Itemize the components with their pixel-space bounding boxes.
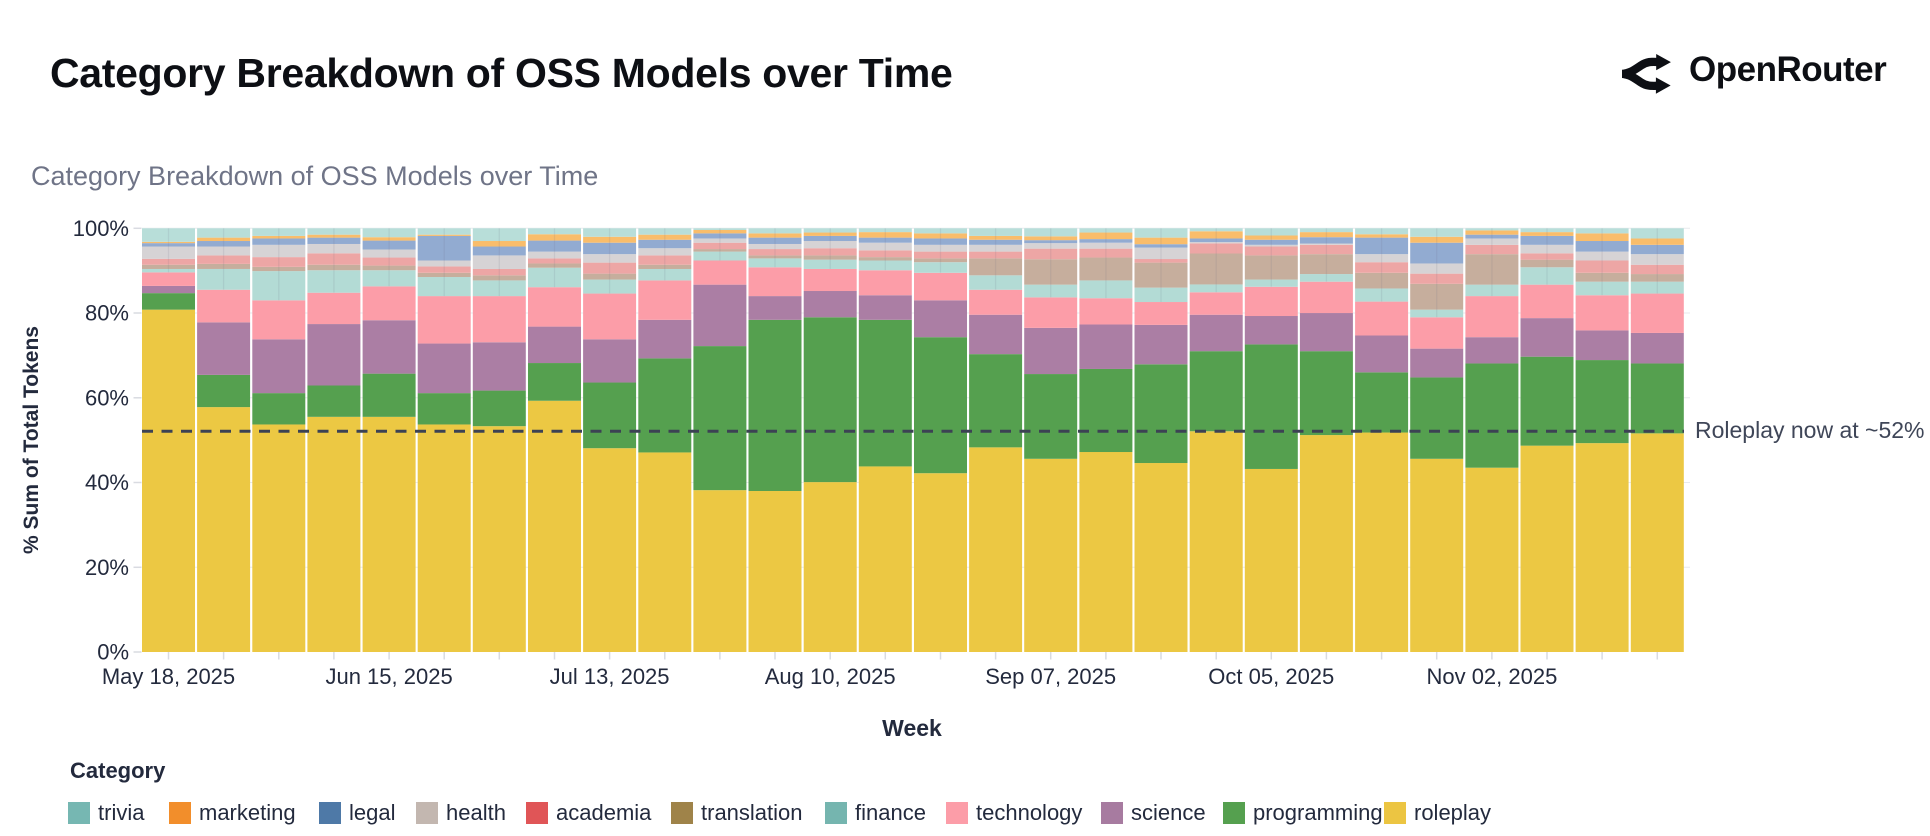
svg-text:Jun 15, 2025: Jun 15, 2025 (325, 664, 452, 689)
svg-text:marketing: marketing (199, 800, 296, 825)
svg-text:20%: 20% (85, 555, 129, 580)
svg-text:Aug 10, 2025: Aug 10, 2025 (765, 664, 896, 689)
svg-text:trivia: trivia (98, 800, 145, 825)
svg-text:finance: finance (855, 800, 926, 825)
svg-text:Category: Category (70, 758, 166, 783)
svg-text:Week: Week (882, 715, 942, 741)
svg-text:Nov 02, 2025: Nov 02, 2025 (1426, 664, 1557, 689)
svg-text:roleplay: roleplay (1414, 800, 1491, 825)
svg-text:May 18, 2025: May 18, 2025 (102, 664, 235, 689)
svg-text:Jul 13, 2025: Jul 13, 2025 (550, 664, 670, 689)
svg-text:80%: 80% (85, 301, 129, 326)
svg-text:Oct 05, 2025: Oct 05, 2025 (1208, 664, 1334, 689)
svg-text:technology: technology (976, 800, 1082, 825)
svg-text:translation: translation (701, 800, 803, 825)
svg-text:0%: 0% (97, 640, 129, 665)
svg-text:60%: 60% (85, 385, 129, 410)
svg-text:40%: 40% (85, 470, 129, 495)
svg-text:health: health (446, 800, 506, 825)
svg-text:100%: 100% (73, 216, 129, 241)
svg-text:science: science (1131, 800, 1206, 825)
svg-text:Roleplay now at ~52%: Roleplay now at ~52% (1695, 417, 1925, 443)
svg-text:% Sum of Total Tokens: % Sum of Total Tokens (20, 326, 43, 554)
svg-text:Sep 07, 2025: Sep 07, 2025 (985, 664, 1116, 689)
svg-text:programming: programming (1253, 800, 1383, 825)
svg-text:legal: legal (349, 800, 395, 825)
svg-text:academia: academia (556, 800, 652, 825)
